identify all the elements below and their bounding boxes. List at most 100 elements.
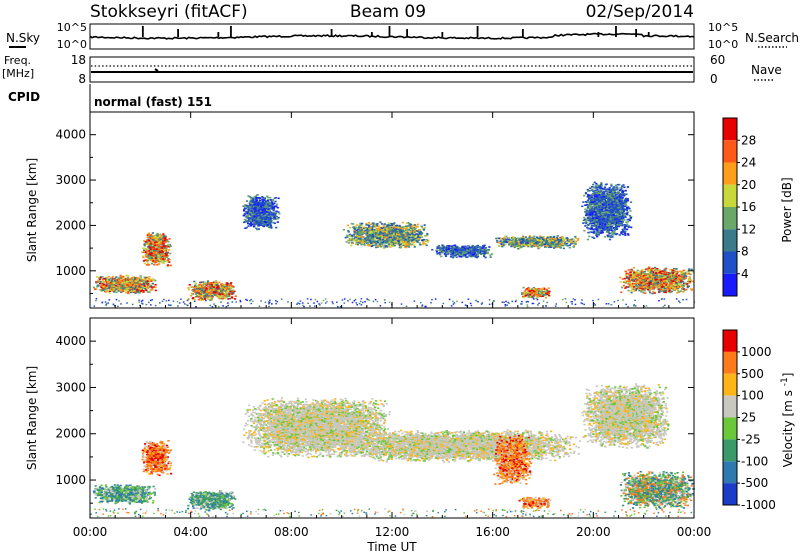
range-cell: [150, 260, 152, 262]
range-cell: [153, 255, 155, 257]
range-cell: [94, 288, 96, 290]
range-cell: [149, 236, 151, 238]
range-cell: [151, 263, 153, 265]
range-cell: [147, 252, 149, 254]
range-cell: [145, 241, 147, 243]
range-cell: [147, 243, 149, 245]
range-cell: [158, 251, 160, 253]
range-cell: [144, 277, 146, 279]
noise-right-tick-top: 10^5: [708, 21, 738, 34]
range-cell: [144, 263, 146, 265]
range-cell: [166, 252, 168, 254]
range-cell: [143, 260, 145, 262]
range-cell: [149, 286, 151, 288]
range-cell: [105, 290, 107, 292]
range-cell: [164, 237, 166, 239]
range-cell: [147, 263, 149, 265]
range-cell: [99, 283, 101, 285]
range-cell: [152, 239, 154, 241]
range-cell: [118, 282, 120, 284]
range-cell: [146, 282, 148, 284]
noise-spikes: [143, 26, 649, 37]
range-cell: [149, 244, 151, 246]
range-cell: [131, 283, 133, 285]
station-title: Stokkseyri (fitACF): [90, 2, 248, 22]
range-cell: [163, 246, 165, 248]
range-cell: [123, 285, 125, 287]
range-cell: [112, 284, 114, 286]
range-cell: [108, 281, 110, 283]
range-cell: [168, 249, 170, 251]
range-cell: [120, 287, 122, 289]
range-cell: [139, 279, 141, 281]
summary-plot: Stokkseyri (fitACF) Beam 09 02/Sep/2014 …: [0, 0, 800, 554]
noise-panel: N.Sky 10^5 10^0 10^5 10^0 N.Search: [6, 21, 799, 51]
range-cell: [136, 289, 138, 291]
range-cell: [155, 257, 157, 259]
range-cell: [142, 284, 144, 286]
range-cell: [103, 284, 105, 286]
range-cell: [169, 238, 171, 240]
range-cell: [110, 283, 112, 285]
range-cell: [153, 264, 155, 266]
range-cell: [156, 234, 158, 236]
freq-label: Freq.: [4, 54, 31, 67]
range-cell: [145, 290, 147, 292]
range-cell: [158, 254, 160, 256]
range-cell: [154, 243, 156, 245]
range-cell: [168, 259, 170, 261]
range-cell: [113, 288, 115, 290]
range-cell: [144, 279, 146, 281]
nave-tick-top: 60: [710, 53, 725, 67]
range-cell: [168, 244, 170, 246]
range-cell: [141, 286, 143, 288]
range-cell: [122, 276, 124, 278]
range-cell: [160, 260, 162, 262]
range-cell: [152, 248, 154, 250]
range-cell: [155, 261, 157, 263]
range-cell: [122, 290, 124, 292]
freq-tick-top: 18: [71, 53, 86, 67]
range-cell: [150, 234, 152, 236]
range-cell: [162, 233, 164, 235]
nave-label: Nave: [751, 63, 782, 77]
range-cell: [140, 275, 142, 277]
range-cell: [139, 283, 141, 285]
range-cell: [125, 292, 127, 294]
range-cell: [151, 236, 153, 238]
range-cell: [170, 265, 172, 267]
noise-sky-trace: [90, 34, 694, 39]
range-cell: [104, 286, 106, 288]
noise-search-label: N.Search: [745, 31, 799, 45]
range-cell: [150, 256, 152, 258]
range-cell: [154, 236, 156, 238]
range-cell: [170, 246, 172, 248]
range-cell: [100, 285, 102, 287]
range-cell: [154, 284, 156, 286]
range-cell: [136, 284, 138, 286]
range-cell: [162, 243, 164, 245]
range-cell: [164, 240, 166, 242]
range-cell: [118, 290, 120, 292]
range-cell: [156, 233, 158, 235]
range-cell: [147, 237, 149, 239]
noise-left-tick-bottom: 10^0: [57, 38, 87, 51]
range-cell: [151, 286, 153, 288]
range-cell: [124, 290, 126, 292]
range-cell: [156, 244, 158, 246]
range-cell: [151, 241, 153, 243]
freq-tick-bottom: 8: [78, 72, 86, 86]
range-cell: [127, 290, 129, 292]
range-cell: [141, 251, 143, 253]
range-cell: [103, 278, 105, 280]
range-cell: [136, 277, 138, 279]
beam-title: Beam 09: [350, 2, 426, 22]
range-cell: [144, 285, 146, 287]
range-cell: [155, 290, 157, 292]
range-cell: [149, 246, 151, 248]
range-cell: [156, 246, 158, 248]
range-cell: [136, 282, 138, 284]
range-cell: [159, 256, 161, 258]
range-cell: [109, 292, 111, 294]
